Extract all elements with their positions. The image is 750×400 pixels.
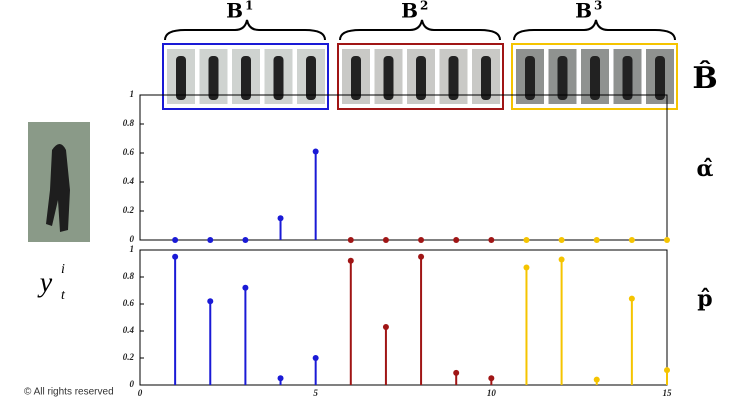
stem-marker bbox=[242, 237, 249, 243]
person bbox=[481, 56, 491, 100]
y-tick-label: 0.6 bbox=[123, 147, 135, 157]
query-sup: i bbox=[61, 262, 65, 277]
person bbox=[590, 56, 600, 100]
query-base: y bbox=[37, 267, 53, 298]
person bbox=[273, 56, 284, 100]
stem-marker bbox=[347, 257, 354, 264]
stem-marker bbox=[523, 237, 530, 243]
stem-marker bbox=[277, 215, 284, 222]
stem-marker bbox=[312, 148, 319, 155]
stem-marker bbox=[593, 376, 600, 383]
person bbox=[448, 56, 459, 100]
person bbox=[383, 56, 394, 100]
stem-marker bbox=[593, 237, 600, 243]
stem-marker bbox=[277, 375, 284, 382]
y-tick-label: 0.6 bbox=[123, 298, 135, 308]
stem-marker bbox=[488, 375, 495, 382]
group-label: B bbox=[575, 0, 592, 23]
x-tick-label: 0 bbox=[138, 388, 143, 398]
y-tick-label: 0.4 bbox=[123, 176, 135, 186]
stem-marker bbox=[453, 369, 460, 376]
stem-marker bbox=[664, 367, 670, 374]
stem-marker bbox=[488, 237, 495, 243]
group-sup: 1 bbox=[245, 0, 253, 13]
stem-marker bbox=[382, 323, 389, 330]
y-tick-label: 1 bbox=[130, 89, 135, 99]
group-label: B bbox=[401, 0, 418, 23]
y-tick-label: 0.8 bbox=[123, 118, 135, 128]
photo-strips bbox=[162, 43, 678, 110]
person bbox=[241, 56, 251, 100]
person bbox=[557, 56, 568, 100]
y-tick-label: 0.4 bbox=[123, 325, 135, 335]
stem-marker bbox=[558, 256, 565, 263]
stem-marker bbox=[523, 264, 530, 271]
person bbox=[655, 56, 665, 100]
stem-marker bbox=[558, 237, 565, 243]
axes-frame bbox=[139, 249, 668, 386]
y-tick-label: 1 bbox=[130, 244, 135, 254]
y-tick-label: 0 bbox=[130, 379, 135, 389]
copyright: © All rights reserved bbox=[24, 387, 114, 398]
group-label: B bbox=[226, 0, 243, 23]
person bbox=[351, 56, 361, 100]
stem-marker bbox=[172, 253, 179, 260]
stem-marker bbox=[418, 253, 425, 260]
x-tick-label: 10 bbox=[487, 388, 497, 398]
stem-marker bbox=[207, 298, 214, 305]
person bbox=[208, 56, 219, 100]
axes-frame bbox=[139, 94, 668, 241]
query-figure bbox=[46, 144, 70, 232]
stem-marker bbox=[347, 237, 354, 243]
braces bbox=[164, 19, 676, 41]
person bbox=[306, 56, 316, 100]
stem-marker bbox=[207, 237, 214, 243]
stem-marker bbox=[312, 355, 319, 361]
y-tick-label: 0.8 bbox=[123, 271, 135, 281]
x-tick-label: 5 bbox=[313, 388, 318, 398]
stem-marker bbox=[418, 237, 425, 243]
stem-marker bbox=[242, 284, 249, 291]
person bbox=[525, 56, 535, 100]
stem-marker bbox=[664, 237, 670, 243]
stem-marker bbox=[172, 237, 179, 243]
group-sup: 3 bbox=[594, 0, 602, 13]
person bbox=[622, 56, 633, 100]
x-tick-label: 15 bbox=[663, 388, 673, 398]
y-tick-label: 0.2 bbox=[123, 352, 135, 362]
stem-marker bbox=[453, 237, 460, 243]
y-axis-label: p̂ bbox=[697, 286, 712, 312]
stem-marker bbox=[628, 295, 635, 302]
y-tick-label: 0 bbox=[130, 234, 135, 244]
dictionary-label: B̂ bbox=[692, 61, 717, 96]
person bbox=[176, 56, 186, 100]
person bbox=[416, 56, 426, 100]
y-tick-label: 0.2 bbox=[123, 205, 135, 215]
stem-marker bbox=[382, 237, 389, 243]
y-axis-label: α̂ bbox=[697, 156, 714, 182]
stem-marker bbox=[628, 237, 635, 243]
group-sup: 2 bbox=[420, 0, 428, 13]
query-sub: t bbox=[61, 288, 66, 303]
